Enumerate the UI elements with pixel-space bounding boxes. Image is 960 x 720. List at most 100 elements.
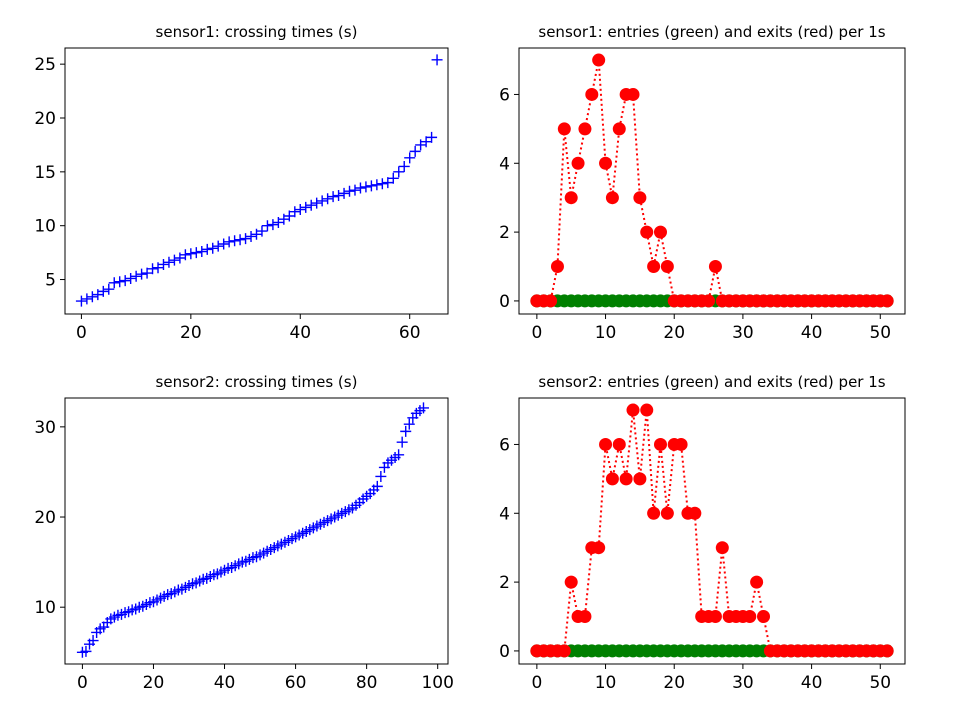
data-point (393, 166, 405, 178)
exit-marker (564, 191, 578, 205)
exit-marker (605, 191, 619, 205)
exit-marker (626, 403, 640, 417)
data-point (229, 235, 241, 247)
data-point (196, 246, 208, 258)
subplot-title: sensor1: entries (green) and exits (red)… (538, 23, 885, 41)
data-point (376, 178, 388, 190)
x-tick-label: 50 (869, 323, 891, 343)
data-point (190, 247, 202, 259)
data-point (240, 233, 252, 245)
data-point (245, 230, 257, 242)
data-point (81, 293, 93, 305)
x-tick-label: 40 (214, 673, 236, 693)
data-point (212, 240, 224, 252)
data-point (86, 291, 98, 303)
subplot-title: sensor1: crossing times (s) (156, 23, 358, 41)
x-tick-label: 0 (531, 323, 542, 343)
y-tick-label: 30 (34, 418, 56, 438)
x-tick-label: 10 (595, 323, 617, 343)
exit-marker (605, 472, 619, 486)
exit-marker (880, 644, 894, 658)
exit-marker (647, 506, 661, 520)
y-tick-label: 5 (45, 271, 56, 291)
data-point (344, 185, 356, 197)
data-point (396, 436, 408, 448)
data-point (431, 54, 443, 66)
exit-marker (612, 122, 626, 136)
data-point (185, 248, 197, 260)
data-point (119, 275, 131, 287)
x-tick-label: 50 (869, 673, 891, 693)
data-point (387, 172, 399, 184)
x-tick-label: 20 (180, 323, 202, 343)
data-point (300, 201, 312, 213)
exit-marker (578, 610, 592, 624)
x-tick-label: 40 (801, 673, 823, 693)
data-point (103, 283, 115, 295)
subplot-3: sensor2: crossing times (s) 0 20 40 60 80 100 1… (34, 373, 454, 693)
exit-marker (640, 225, 654, 239)
exit-marker (708, 260, 722, 274)
data-point (294, 204, 306, 216)
x-tick-label: 80 (356, 673, 378, 693)
x-tick-label: 100 (421, 673, 453, 693)
exit-marker (660, 506, 674, 520)
data-point (256, 225, 268, 237)
axes-frame (64, 397, 449, 665)
data-point (426, 131, 438, 143)
x-tick-label: 0 (76, 323, 87, 343)
exit-marker (633, 472, 647, 486)
exit-marker (564, 575, 578, 589)
data-point (223, 236, 235, 248)
x-tick-label: 20 (663, 323, 685, 343)
data-point (130, 270, 142, 282)
exit-marker (640, 403, 654, 417)
subplot-title: sensor2: entries (green) and exits (red)… (538, 373, 885, 391)
data-point (87, 635, 99, 647)
data-point (371, 179, 383, 191)
data-point (349, 184, 361, 196)
data-point (168, 254, 180, 266)
exit-marker (702, 294, 716, 308)
exit-marker (599, 156, 613, 170)
x-tick-label: 60 (399, 323, 421, 343)
exit-marker (585, 87, 599, 101)
data-point (114, 276, 126, 288)
data-point (393, 449, 405, 461)
y-tick-label: 20 (34, 109, 56, 129)
exit-marker (647, 260, 661, 274)
y-tick-label: 4 (499, 154, 510, 174)
y-tick-label: 25 (34, 55, 56, 75)
x-tick-label: 0 (531, 673, 542, 693)
data-point (234, 234, 246, 246)
exit-marker (743, 610, 757, 624)
data-point (365, 180, 377, 192)
data-point (354, 182, 366, 194)
data-point (97, 285, 109, 297)
data-point (311, 197, 323, 209)
data-point (80, 645, 92, 657)
data-point (375, 470, 387, 482)
data-point (108, 277, 120, 289)
y-tick-label: 0 (499, 292, 510, 312)
y-tick-label: 10 (34, 217, 56, 237)
data-point (409, 145, 421, 157)
subplot-title: sensor2: crossing times (s) (156, 373, 358, 391)
y-tick-label: 15 (34, 163, 56, 183)
y-tick-label: 2 (499, 573, 510, 593)
data-point (305, 199, 317, 211)
data-point (322, 193, 334, 205)
data-point (147, 263, 159, 275)
data-point (289, 206, 301, 218)
x-tick-label: 40 (289, 323, 311, 343)
data-point (316, 195, 328, 207)
data-point (218, 238, 230, 250)
data-point (75, 295, 87, 307)
exit-marker (578, 122, 592, 136)
exit-marker (571, 156, 585, 170)
x-tick-label: 60 (285, 673, 307, 693)
data-point (327, 191, 339, 203)
exit-marker (619, 472, 633, 486)
y-tick-label: 0 (499, 642, 510, 662)
